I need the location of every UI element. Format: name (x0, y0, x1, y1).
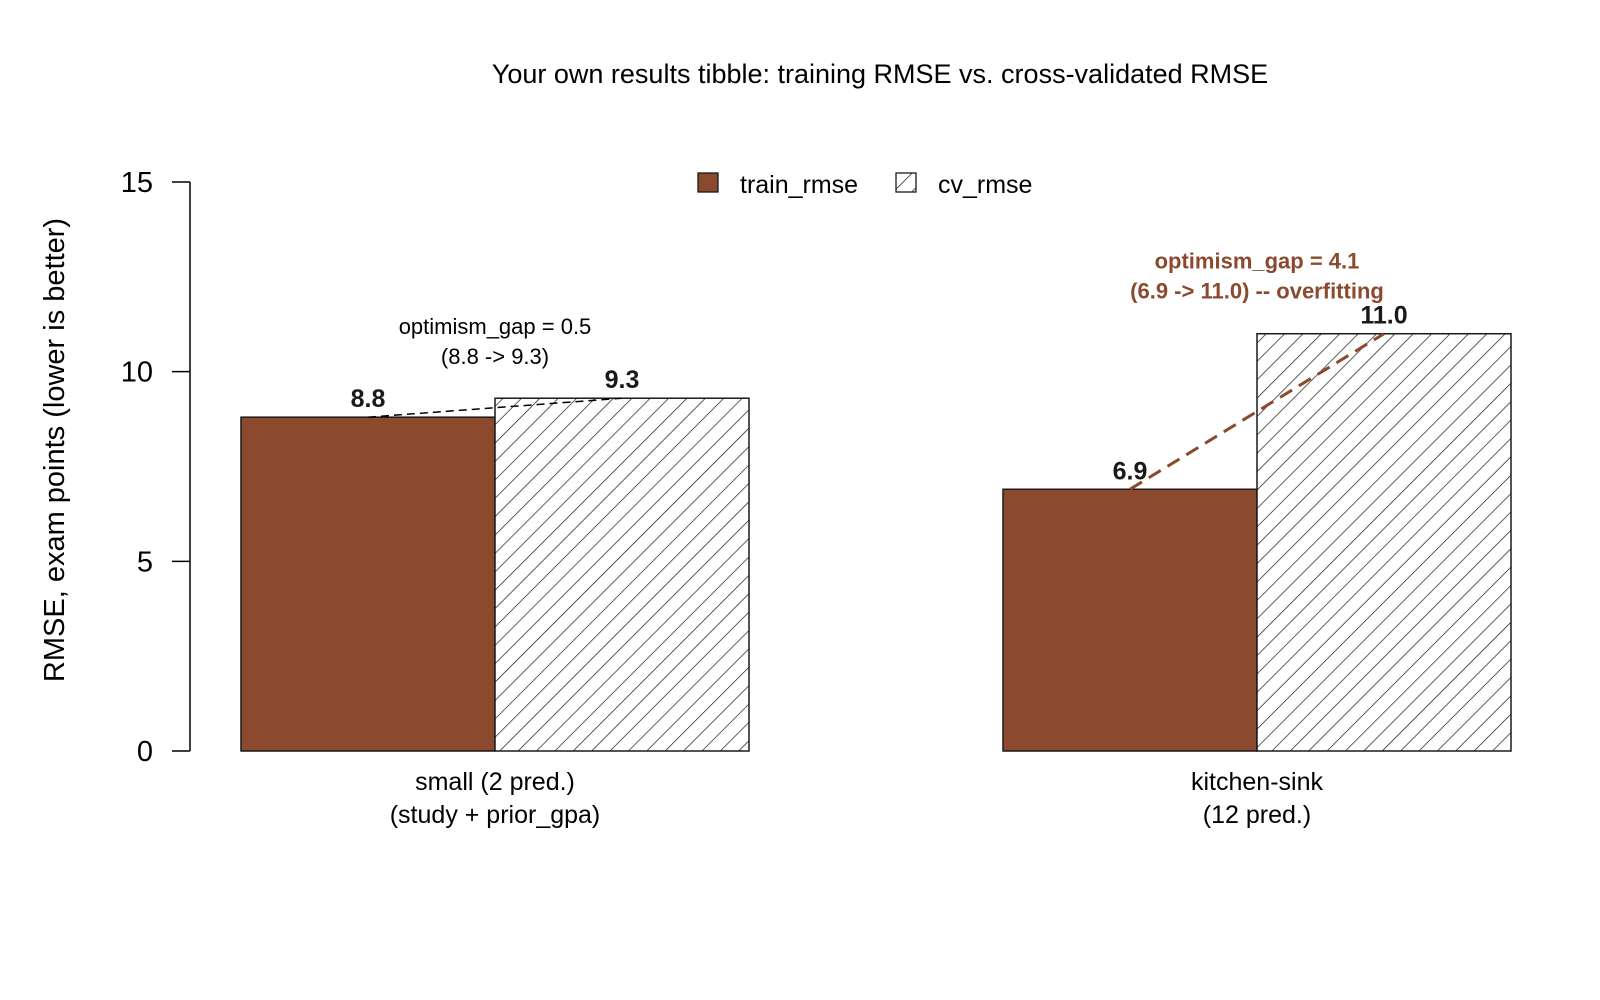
bar-cv_rmse (494, 397, 750, 752)
category-label: kitchen-sink (1191, 768, 1323, 796)
legend-swatch-cv_rmse (895, 172, 917, 193)
bars (240, 332, 1512, 752)
value-label-train_rmse: 6.9 (1113, 457, 1148, 485)
legend-label-train_rmse: train_rmse (740, 171, 858, 199)
annotation-text: (6.9 -> 11.0) -- overfitting (1130, 279, 1384, 304)
value-label-cv_rmse: 9.3 (605, 366, 640, 394)
connector-line (367, 397, 623, 418)
bar-train_rmse (240, 416, 496, 752)
y-axis: 0 5 10 15 (121, 167, 191, 768)
connector-line (1129, 332, 1385, 491)
y-tick-label: 5 (137, 546, 153, 578)
annotation-text: optimism_gap = 0.5 (399, 314, 592, 339)
bar-train_rmse (1002, 488, 1258, 752)
annotations: optimism_gap = 0.5 (8.8 -> 9.3) optimism_g… (399, 249, 1384, 369)
category-labels: small (2 pred.) (study + prior_gpa) kitche… (390, 768, 1324, 829)
connector-lines (367, 332, 1385, 491)
bar-cv_rmse (1256, 332, 1512, 752)
chart-title: Your own results tibble: training RMSE v… (492, 59, 1268, 89)
legend-swatch-train_rmse (697, 172, 719, 193)
y-axis-label: RMSE, exam points (lower is better) (39, 218, 71, 682)
value-labels: 8.8 9.3 6.9 11.0 (351, 302, 1408, 486)
category-label: (12 pred.) (1203, 801, 1311, 829)
y-tick-label: 0 (137, 736, 153, 768)
category-label: (study + prior_gpa) (390, 801, 601, 829)
annotation-text: (8.8 -> 9.3) (441, 344, 549, 369)
category-label: small (2 pred.) (415, 768, 575, 796)
value-label-cv_rmse: 11.0 (1360, 302, 1407, 330)
legend-label-cv_rmse: cv_rmse (938, 171, 1032, 199)
annotation-text: optimism_gap = 4.1 (1155, 249, 1360, 274)
value-label-train_rmse: 8.8 (351, 385, 386, 413)
y-tick-label: 10 (121, 357, 153, 389)
y-tick-label: 15 (121, 167, 153, 199)
legend: train_rmse cv_rmse (697, 171, 1032, 199)
